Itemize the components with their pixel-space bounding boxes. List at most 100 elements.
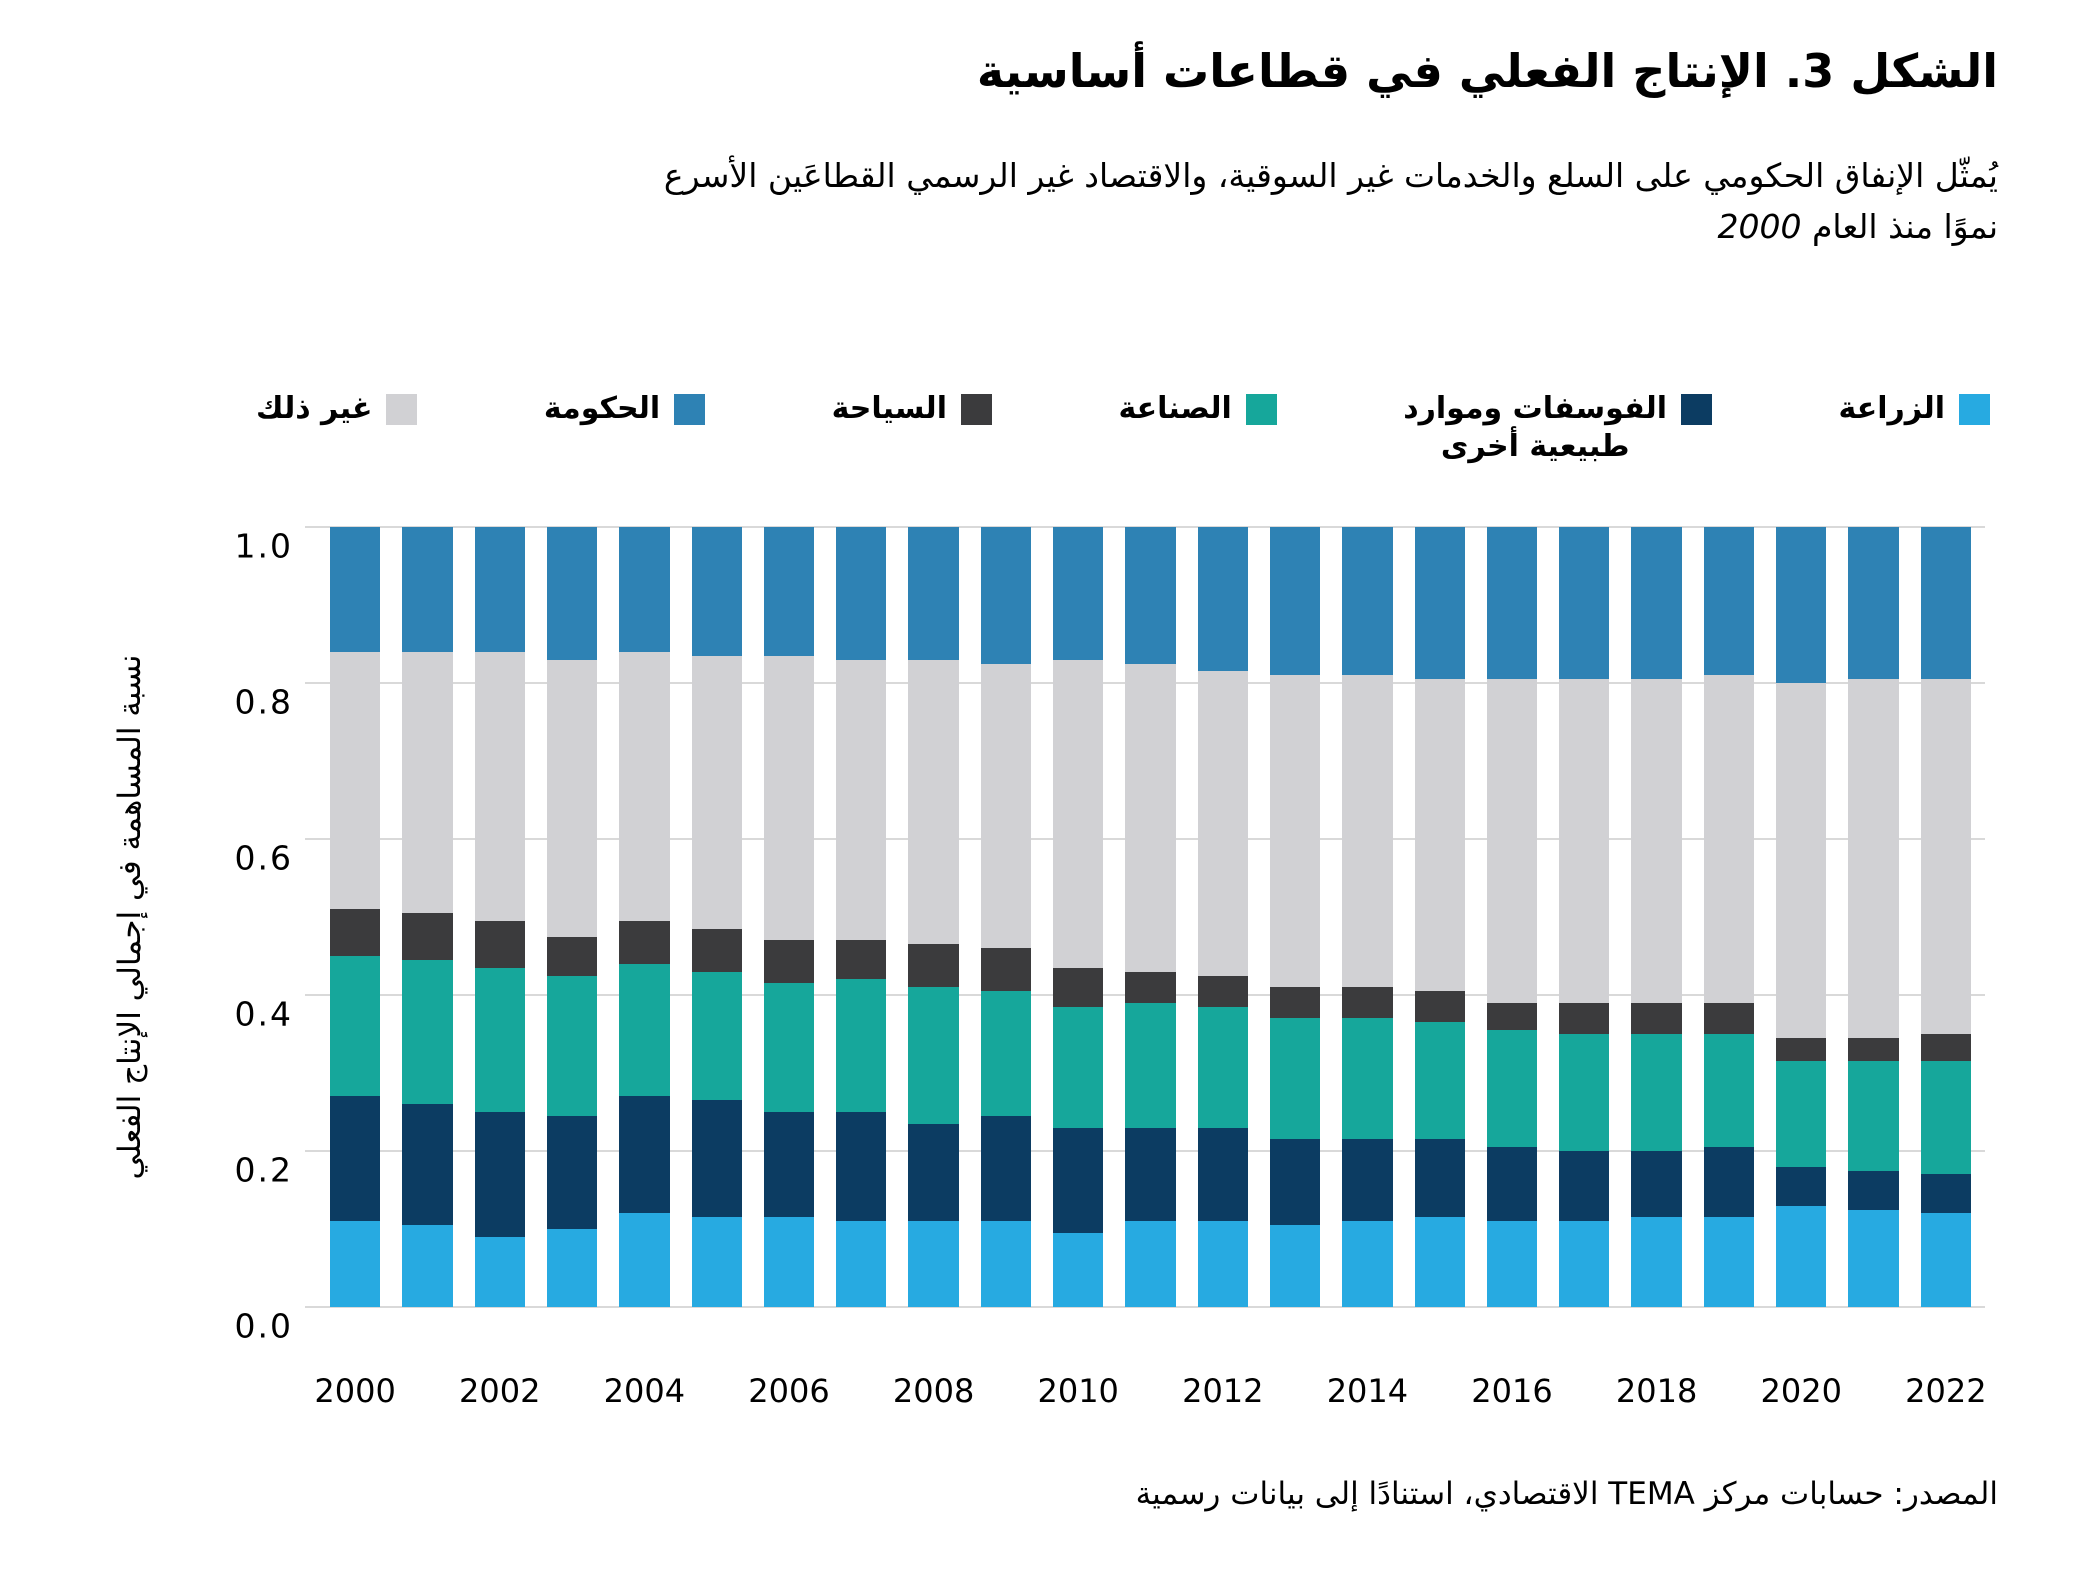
segment-phosphates-2018	[1631, 1151, 1682, 1218]
segment-phosphates-2007	[836, 1112, 887, 1222]
segment-industry-2015	[1414, 1022, 1465, 1140]
chart-legend: الزراعة الفوسفات وموارد طبيعية أخرى الصناعة…	[256, 390, 1990, 466]
bar-2022	[1920, 527, 1971, 1307]
bar-2015	[1414, 527, 1465, 1307]
segment-industry-2009	[980, 991, 1032, 1116]
segment-industry-2012	[1197, 1006, 1248, 1128]
segment-tourism-2003	[546, 936, 598, 976]
segment-other-2018	[1631, 679, 1682, 1003]
x-cell-2011	[1125, 1372, 1175, 1414]
segment-agriculture-2004	[619, 1213, 670, 1307]
y-tick-0.0: 0.0	[234, 1306, 293, 1346]
segment-agriculture-2003	[546, 1229, 598, 1307]
segment-agriculture-2006	[763, 1217, 815, 1307]
segment-agriculture-2017	[1559, 1221, 1610, 1307]
bar-2005	[691, 527, 742, 1307]
segment-tourism-2005	[691, 928, 742, 972]
legend-item-4: السياحة	[832, 390, 992, 428]
bar-2008	[908, 527, 959, 1307]
x-cell-2008: 2008	[893, 1372, 974, 1414]
segment-government-2000	[330, 527, 381, 652]
x-tick-label-2002: 2002	[459, 1372, 541, 1410]
segment-tourism-2004	[619, 920, 670, 964]
legend-label: غير ذلك	[256, 391, 373, 426]
segment-phosphates-2005	[691, 1100, 742, 1218]
legend-swatch	[1245, 394, 1277, 425]
segment-agriculture-2013	[1269, 1225, 1321, 1307]
segment-other-2001	[402, 651, 453, 914]
gridline-1.0	[305, 526, 1985, 528]
segment-phosphates-2012	[1197, 1127, 1248, 1222]
figure-subtitle: يُمثّل الإنفاق الحكومي على السلع والخدما…	[120, 150, 1998, 252]
segment-government-2004	[619, 527, 670, 652]
segment-phosphates-2009	[980, 1115, 1032, 1222]
y-tick-1.0: 1.0	[234, 526, 293, 566]
legend-swatch	[960, 394, 992, 425]
segment-tourism-2017	[1559, 1002, 1610, 1035]
x-tick-label-2010: 2010	[1037, 1372, 1119, 1410]
legend-item-3: الصناعة	[1118, 390, 1277, 428]
plot-area: 1.0 0.8 0.6 0.4 0.2 0.0	[235, 526, 1985, 1346]
bar-2018	[1631, 527, 1682, 1307]
x-cell-2021	[1848, 1372, 1898, 1414]
bar-2004	[619, 527, 670, 1307]
x-tick-label-2016: 2016	[1471, 1372, 1553, 1410]
segment-tourism-2014	[1342, 987, 1393, 1019]
segment-tourism-2000	[330, 909, 381, 957]
x-cell-2019	[1704, 1372, 1754, 1414]
x-cell-2000: 2000	[314, 1372, 395, 1414]
segment-phosphates-2006	[763, 1112, 815, 1218]
segment-industry-2017	[1559, 1034, 1610, 1152]
bar-2009	[980, 527, 1032, 1307]
bar-2012	[1197, 527, 1248, 1307]
x-cell-2022: 2022	[1905, 1372, 1986, 1414]
segment-other-2014	[1342, 675, 1393, 988]
segment-industry-2016	[1486, 1030, 1538, 1148]
segment-government-2017	[1559, 527, 1610, 680]
segment-agriculture-2018	[1631, 1217, 1682, 1307]
segment-tourism-2010	[1053, 967, 1104, 1007]
segment-agriculture-2019	[1703, 1217, 1755, 1307]
segment-other-2005	[691, 655, 742, 929]
x-cell-2010: 2010	[1037, 1372, 1118, 1414]
x-cell-2006: 2006	[748, 1372, 829, 1414]
segment-industry-2004	[619, 963, 670, 1097]
x-cell-2005	[692, 1372, 742, 1414]
segment-industry-2006	[763, 983, 815, 1113]
bar-2017	[1559, 527, 1610, 1307]
y-tick-0.6: 0.6	[234, 838, 293, 878]
bar-2006	[763, 527, 815, 1307]
segment-agriculture-2011	[1125, 1221, 1176, 1307]
segment-agriculture-2007	[836, 1221, 887, 1307]
segment-industry-2014	[1342, 1018, 1393, 1140]
segment-tourism-2016	[1486, 1002, 1538, 1031]
segment-government-2015	[1414, 527, 1465, 680]
segment-other-2006	[763, 655, 815, 941]
segment-other-2008	[908, 659, 959, 945]
x-cell-2007	[836, 1372, 886, 1414]
legend-label: الفوسفات وموارد طبيعية أخرى	[1403, 391, 1668, 464]
segment-other-2004	[619, 651, 670, 921]
bar-2001	[402, 527, 453, 1307]
segment-industry-2020	[1776, 1061, 1827, 1167]
segment-agriculture-2020	[1776, 1205, 1827, 1307]
segment-tourism-2013	[1269, 987, 1321, 1019]
x-cell-2015	[1415, 1372, 1465, 1414]
segment-phosphates-2001	[402, 1104, 453, 1226]
segment-phosphates-2014	[1342, 1139, 1393, 1222]
x-cell-2004: 2004	[604, 1372, 685, 1414]
segment-agriculture-2021	[1848, 1209, 1899, 1307]
legend-swatch	[386, 394, 418, 425]
segment-other-2010	[1053, 659, 1104, 968]
segment-phosphates-2002	[474, 1112, 525, 1237]
segment-phosphates-2015	[1414, 1139, 1465, 1218]
legend-item-6: غير ذلك	[256, 390, 418, 428]
segment-agriculture-2000	[330, 1221, 381, 1307]
x-tick-label-2000: 2000	[314, 1372, 396, 1410]
segment-government-2008	[908, 527, 959, 660]
segment-tourism-2022	[1920, 1034, 1971, 1062]
x-cell-2001	[402, 1372, 452, 1414]
segment-industry-2021	[1848, 1061, 1899, 1171]
legend-item-5: الحكومة	[544, 390, 706, 428]
